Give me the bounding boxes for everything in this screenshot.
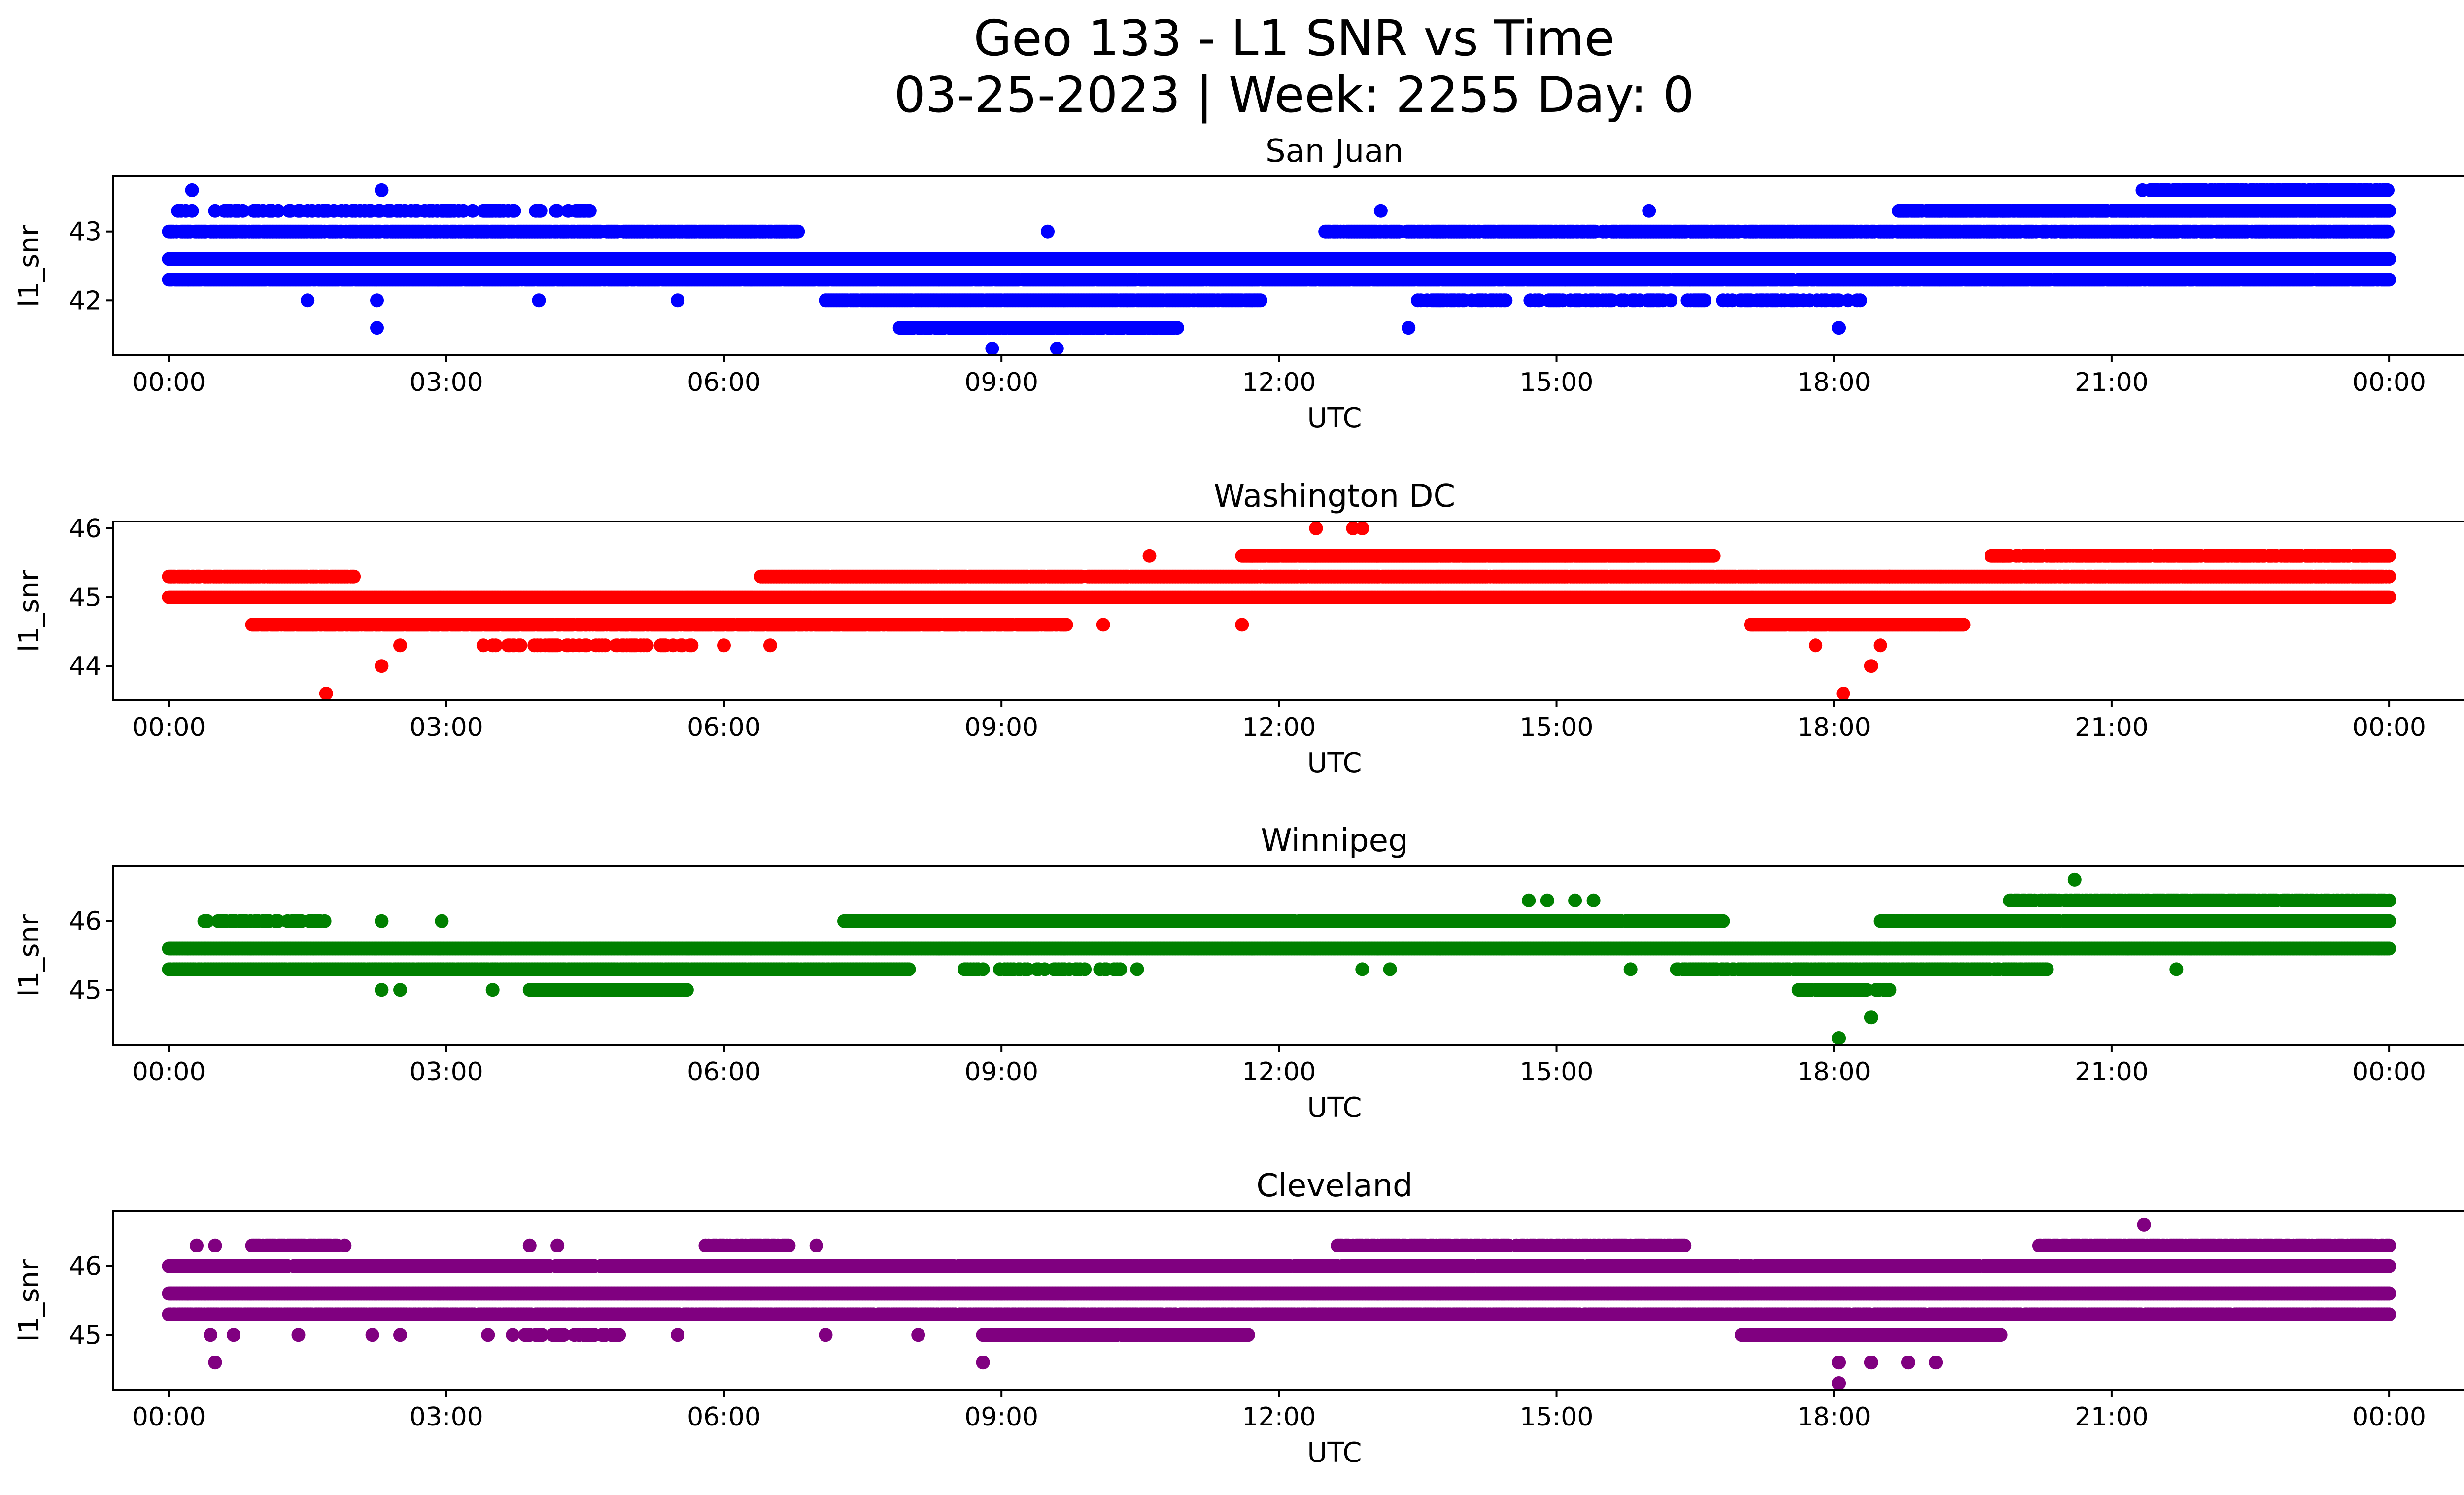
data-point xyxy=(1642,204,1656,218)
data-point xyxy=(1253,293,1267,308)
data-point xyxy=(1402,321,1416,335)
x-tick-label: 15:00 xyxy=(1520,368,1594,397)
x-tick-label: 03:00 xyxy=(410,368,483,397)
data-point xyxy=(301,293,315,308)
subplot-title: San Juan xyxy=(1266,133,1403,170)
subplot: 00:00 03:00 06:00 09:00 12:00 15:00 18:00 21:00… xyxy=(13,133,2464,434)
x-tick-label: 18:00 xyxy=(1797,368,1871,397)
x-tick-label: 00:00 xyxy=(132,368,206,397)
data-point xyxy=(1170,321,1184,335)
data-point xyxy=(532,293,546,308)
x-tick-label: 21:00 xyxy=(2075,368,2149,397)
data-point xyxy=(370,293,384,308)
data-point xyxy=(1373,204,1388,218)
data-point xyxy=(533,204,548,218)
x-axis-label: UTC xyxy=(1307,402,1362,434)
data-point xyxy=(2327,252,2341,266)
data-point xyxy=(985,342,999,355)
y-tick-label: 42 xyxy=(69,286,102,315)
data-point xyxy=(2382,204,2396,218)
data-point xyxy=(1664,293,1678,308)
y-axis-label: l1_snr xyxy=(13,224,45,307)
y-tick-label: 43 xyxy=(69,217,102,247)
data-point xyxy=(2381,224,2395,239)
data-point xyxy=(2382,273,2396,287)
data-point xyxy=(375,183,389,197)
data-point xyxy=(1041,224,1055,239)
x-tick-label: 12:00 xyxy=(1242,368,1316,397)
figure-title-line-2: 03-25-2023 | Week: 2255 Day: 0 xyxy=(894,66,1694,124)
data-point xyxy=(1050,342,1064,355)
scatter-series xyxy=(162,183,2396,355)
x-tick-label: 09:00 xyxy=(964,368,1038,397)
data-point xyxy=(507,204,521,218)
data-point xyxy=(671,293,685,308)
data-point xyxy=(2137,252,2151,266)
x-tick-label: 06:00 xyxy=(687,368,761,397)
data-point xyxy=(2280,252,2294,266)
data-point xyxy=(2382,252,2396,266)
subplots: 00:00 03:00 06:00 09:00 12:00 15:00 18:00 21:00… xyxy=(13,133,2464,1469)
data-point xyxy=(2373,183,2387,197)
x-tick-label: 00:00 xyxy=(2352,368,2426,397)
data-point xyxy=(582,204,597,218)
data-point xyxy=(1499,293,1513,308)
data-point xyxy=(1832,321,1846,335)
data-point xyxy=(185,183,199,197)
data-point xyxy=(370,321,384,335)
data-point xyxy=(791,224,805,239)
figure-title-line-1: Geo 133 - L1 SNR vs Time xyxy=(974,9,1615,67)
data-point xyxy=(185,204,199,218)
data-point xyxy=(1853,293,1867,308)
data-point xyxy=(1697,293,1711,308)
